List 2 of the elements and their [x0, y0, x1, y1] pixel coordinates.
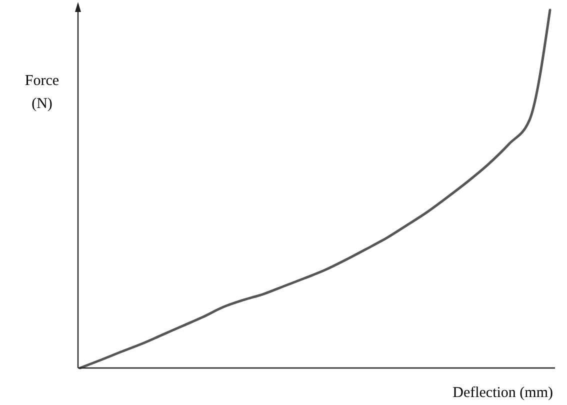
y-axis-title: Force (N)	[24, 73, 60, 112]
x-axis-title: Deflection (mm)	[452, 385, 553, 401]
